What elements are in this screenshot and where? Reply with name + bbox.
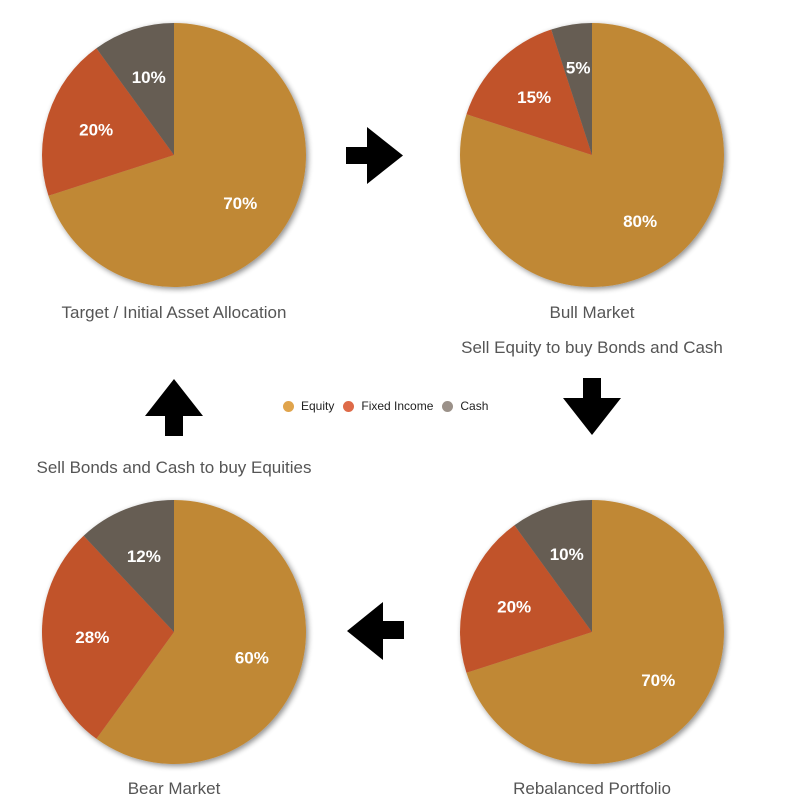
caption-bear-action: Sell Bonds and Cash to buy Equities bbox=[36, 458, 312, 477]
pie-slice-fixed-income bbox=[460, 525, 592, 673]
pie-target-allocation: 70% 20% 10% bbox=[42, 23, 306, 288]
legend-label: Fixed Income bbox=[361, 399, 434, 413]
caption-bull-action: Sell Equity to buy Bonds and Cash bbox=[461, 338, 723, 357]
pie-title-rebalanced: Rebalanced Portfolio bbox=[513, 779, 671, 798]
pie-bear-market: 60% 28% 12% bbox=[42, 500, 307, 765]
pie-slice-value-label: 80% bbox=[623, 212, 657, 231]
pie-rebalanced-portfolio: 70% 20% 10% bbox=[460, 500, 725, 764]
legend: Equity Fixed Income Cash bbox=[283, 399, 497, 413]
pie-slice-cash bbox=[83, 500, 174, 632]
pie-slice-value-label: 60% bbox=[235, 648, 269, 667]
pie-slice-value-label: 15% bbox=[517, 88, 551, 107]
pie-slice-value-label: 70% bbox=[641, 671, 675, 690]
pie-slice-value-label: 5% bbox=[566, 59, 591, 78]
pie-title-target: Target / Initial Asset Allocation bbox=[61, 303, 287, 322]
arrow-down-icon bbox=[563, 378, 621, 435]
pie-slice-value-label: 12% bbox=[127, 547, 161, 566]
legend-label: Equity bbox=[301, 399, 335, 413]
pie-slice-value-label: 20% bbox=[497, 598, 531, 617]
pie-slice-equity bbox=[48, 23, 306, 288]
pie-slice-cash bbox=[514, 500, 592, 632]
pie-slice-fixed-income bbox=[466, 29, 592, 155]
pie-slice-cash bbox=[551, 23, 592, 155]
pie-bull-market: 80% 15% 5% bbox=[460, 23, 724, 287]
legend-dot-icon bbox=[343, 400, 355, 412]
legend-item-equity: Equity bbox=[283, 399, 334, 413]
legend-item-cash: Cash bbox=[442, 399, 488, 413]
pie-slice-value-label: 10% bbox=[550, 545, 584, 564]
pie-slice-value-label: 20% bbox=[79, 121, 113, 140]
pie-slice-equity bbox=[96, 500, 307, 765]
pie-slice-equity bbox=[466, 500, 725, 764]
arrow-up-icon bbox=[145, 379, 203, 436]
pie-title-bull: Bull Market bbox=[549, 303, 635, 322]
pie-title-bear: Bear Market bbox=[127, 779, 221, 798]
arrow-left-icon bbox=[347, 602, 404, 660]
legend-dot-icon bbox=[442, 400, 454, 412]
pie-slice-cash bbox=[96, 23, 174, 155]
legend-label: Cash bbox=[460, 399, 489, 413]
arrow-right-icon bbox=[346, 127, 403, 184]
pie-slice-fixed-income bbox=[42, 48, 174, 196]
pie-slice-value-label: 70% bbox=[223, 194, 257, 213]
pie-slice-value-label: 28% bbox=[75, 628, 109, 647]
legend-dot-icon bbox=[283, 400, 294, 412]
pie-slice-value-label: 10% bbox=[132, 68, 166, 87]
legend-item-fixed-income: Fixed Income bbox=[343, 399, 433, 413]
pie-slice-fixed-income bbox=[42, 535, 174, 739]
